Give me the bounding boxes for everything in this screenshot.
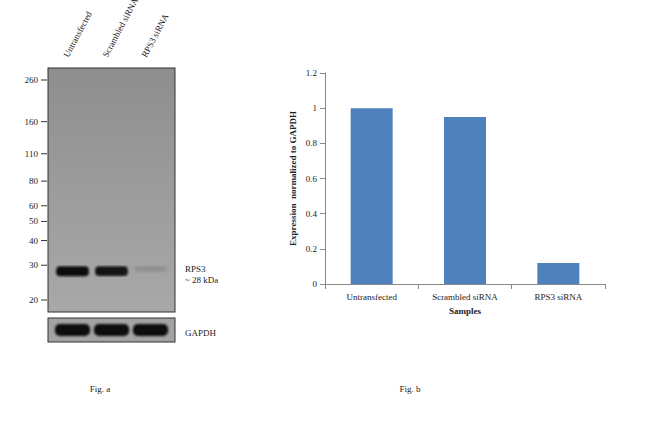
svg-text:40: 40: [29, 236, 39, 246]
svg-text:1.2: 1.2: [306, 68, 317, 78]
svg-text:0.2: 0.2: [306, 244, 317, 254]
svg-text:Fig. b: Fig. b: [399, 384, 421, 394]
svg-text:Scrambled siRNA: Scrambled siRNA: [432, 292, 498, 302]
svg-text:0.6: 0.6: [306, 174, 318, 184]
svg-text:GAPDH: GAPDH: [185, 328, 217, 338]
svg-text:20: 20: [29, 295, 39, 305]
svg-text:60: 60: [29, 201, 39, 211]
svg-text:RPS3 siRNA: RPS3 siRNA: [139, 12, 170, 59]
svg-text:~ 28 kDa: ~ 28 kDa: [185, 275, 218, 285]
svg-text:0.8: 0.8: [306, 138, 318, 148]
svg-text:Scrambled siRNA: Scrambled siRNA: [100, 0, 140, 59]
svg-text:Untransfected: Untransfected: [346, 292, 397, 302]
svg-text:50: 50: [29, 216, 39, 226]
svg-text:0: 0: [313, 279, 318, 289]
svg-text:Fig. a: Fig. a: [90, 384, 111, 394]
svg-text:160: 160: [25, 117, 39, 127]
svg-text:RPS3 siRNA: RPS3 siRNA: [534, 292, 582, 302]
svg-text:80: 80: [29, 176, 39, 186]
svg-text:Expression normalized to GAPD: Expression normalized to GAPDH: [288, 111, 298, 246]
svg-text:30: 30: [29, 260, 39, 270]
svg-text:110: 110: [25, 149, 39, 159]
svg-text:0.4: 0.4: [306, 209, 318, 219]
svg-text:Samples: Samples: [449, 306, 482, 316]
svg-text:RPS3: RPS3: [185, 264, 206, 274]
svg-text:1: 1: [313, 103, 318, 113]
svg-text:260: 260: [25, 75, 39, 85]
svg-text:Untransfected: Untransfected: [61, 9, 94, 59]
